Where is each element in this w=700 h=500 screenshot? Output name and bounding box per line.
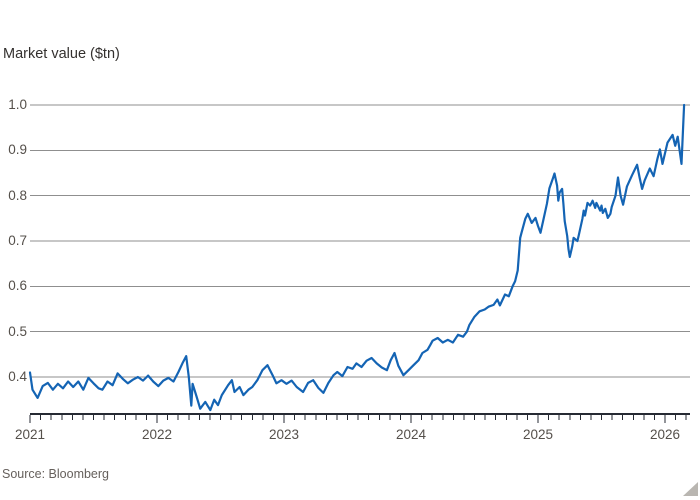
chart-title: Market value ($tn) [3, 46, 120, 62]
x-tick-label: 2026 [649, 427, 681, 442]
y-tick-label: 0.7 [8, 232, 27, 248]
ft-corner-triangle-icon [683, 482, 698, 496]
x-tick-label: 2023 [268, 427, 300, 442]
market-value-line [28, 103, 686, 412]
gridlines [30, 104, 690, 378]
y-tick-label: 0.6 [8, 278, 27, 294]
x-tick-label: 2022 [141, 427, 173, 442]
y-tick-label: 0.9 [8, 142, 27, 158]
x-tick-label: 2024 [395, 427, 427, 442]
x-tick-label: 2025 [522, 427, 554, 442]
x-tick-label: 2021 [14, 427, 46, 442]
y-tick-label: 0.8 [8, 187, 27, 203]
y-tick-label: 1.0 [8, 97, 27, 112]
x-axis [29, 413, 690, 423]
source-note: Source: Bloomberg [2, 467, 110, 481]
y-tick-label: 0.4 [8, 368, 27, 384]
y-tick-label: 0.5 [8, 323, 27, 339]
